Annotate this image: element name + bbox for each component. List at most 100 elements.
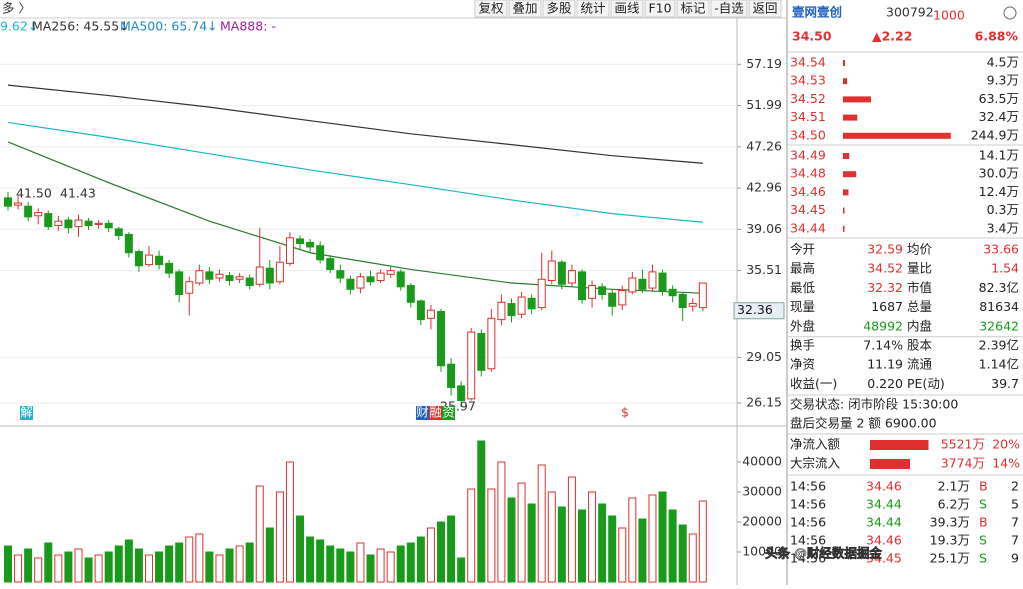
book-bar xyxy=(843,171,857,178)
toolbar-button-frame xyxy=(508,0,542,18)
trade-side: S xyxy=(979,533,987,548)
candle-body xyxy=(467,331,476,400)
trade-count: 2 xyxy=(1011,479,1019,494)
y-tick-label: 57.19 xyxy=(746,56,782,71)
volume-bar xyxy=(517,482,526,583)
stat-value: 33.66 xyxy=(983,242,1019,257)
volume-bar xyxy=(104,551,113,583)
stat-value: 2.39亿 xyxy=(979,338,1019,353)
v-tick-label: 40000 xyxy=(742,453,782,468)
toolbar-button[interactable]: -自选 xyxy=(714,1,744,16)
trade-price: 34.45 xyxy=(866,551,902,566)
volume-bar xyxy=(114,545,123,583)
stat-label: 市值 xyxy=(907,280,932,295)
book-volume: 32.4万 xyxy=(979,109,1019,124)
flow-amount: 3774万 xyxy=(941,456,985,471)
volume-bar xyxy=(437,521,446,583)
book-price: 34.50 xyxy=(790,127,826,142)
book-volume: 4.5万 xyxy=(987,55,1019,70)
volume-bar xyxy=(356,542,365,583)
volume-bar xyxy=(467,488,476,583)
flow-pct: 14% xyxy=(992,456,1020,471)
event-icon xyxy=(20,406,33,420)
candle-body xyxy=(457,385,466,401)
candle-body xyxy=(124,233,133,254)
book-bar xyxy=(843,132,951,139)
after-hours: 盘后交易量 2 额 6900.00 xyxy=(790,416,937,431)
book-bar xyxy=(843,60,845,66)
book-volume: 9.3万 xyxy=(987,73,1019,88)
stat-label: 流通 xyxy=(907,357,933,372)
close-icon[interactable] xyxy=(1003,6,1017,20)
toolbar-button-frame xyxy=(644,0,676,18)
volume-bar xyxy=(285,461,294,583)
candle-body xyxy=(285,237,294,264)
candle-body xyxy=(114,228,123,237)
volume-bar xyxy=(34,557,43,583)
trade-side: B xyxy=(979,515,988,530)
candle-body xyxy=(14,202,23,206)
stat-value: 0.220 xyxy=(867,376,903,391)
book-volume: 244.9万 xyxy=(971,127,1019,142)
trade-volume: 39.3万 xyxy=(930,515,970,530)
book-bar xyxy=(843,114,858,121)
trade-count: 5 xyxy=(1011,497,1019,512)
volume-bar xyxy=(346,551,355,583)
trade-volume: 2.1万 xyxy=(938,479,970,494)
book-bar xyxy=(843,225,845,232)
volume-bar xyxy=(54,554,63,583)
volume-bar xyxy=(588,491,597,583)
candle-body xyxy=(356,276,365,289)
stat-label: 均价 xyxy=(907,242,933,257)
y-tick-label: 47.26 xyxy=(746,138,782,153)
toolbar-button[interactable]: 复权 xyxy=(478,1,504,16)
toolbar-button[interactable]: 多股 xyxy=(546,1,572,16)
toolbar-button-frame xyxy=(710,0,748,18)
candle-body xyxy=(517,296,526,315)
toolbar-button[interactable]: 统计 xyxy=(580,1,605,16)
toolbar-button[interactable]: 返回 xyxy=(752,1,777,16)
volume-bar xyxy=(497,461,506,583)
candle-body xyxy=(447,363,456,389)
candle-body xyxy=(396,271,405,288)
candle-body xyxy=(547,260,556,282)
toolbar-button[interactable]: 叠加 xyxy=(512,1,537,16)
ma-legend: MA500: 65.74↓ xyxy=(120,19,218,34)
volume-bar xyxy=(527,503,536,583)
trade-side: B xyxy=(979,479,988,494)
stat-label: 收益(一) xyxy=(790,376,837,391)
flow-label: 净流入额 xyxy=(790,437,841,452)
candle-body xyxy=(477,333,486,371)
volume-bar xyxy=(165,545,174,583)
volume-bar xyxy=(416,536,425,583)
toolbar-button[interactable]: F10 xyxy=(648,1,671,16)
toolbar-button[interactable]: 标记 xyxy=(680,1,706,16)
candle-body xyxy=(668,288,677,297)
volume-bar xyxy=(598,503,607,583)
toolbar-button-frame xyxy=(542,0,576,18)
candle-body xyxy=(4,197,12,207)
volume-bar xyxy=(557,506,566,583)
candle-body xyxy=(688,303,697,307)
volume-bar xyxy=(577,509,586,583)
volume-bar xyxy=(668,509,677,583)
candle-body xyxy=(507,303,516,317)
ma-line xyxy=(7,84,703,164)
candle-body xyxy=(275,261,284,283)
volume-bar xyxy=(406,542,415,583)
book-price: 34.48 xyxy=(790,166,826,181)
candle-body xyxy=(658,272,667,292)
candle-body xyxy=(336,270,345,279)
candle-body xyxy=(628,277,637,293)
ma-legend: MA256: 45.55↓ xyxy=(32,19,130,34)
volume-bar xyxy=(94,554,103,583)
trade-time: 14:56 xyxy=(790,551,826,566)
price-marker-box xyxy=(733,302,785,320)
price-marker: 32.36 xyxy=(737,302,773,317)
toolbar-button[interactable]: 画线 xyxy=(614,1,640,16)
flow-label: 大宗流入 xyxy=(790,456,841,471)
candle-body xyxy=(416,300,425,321)
candle-body xyxy=(84,220,93,227)
watermark: 头条 @财经数据掘金 xyxy=(765,546,882,561)
volume-bar xyxy=(396,545,405,583)
